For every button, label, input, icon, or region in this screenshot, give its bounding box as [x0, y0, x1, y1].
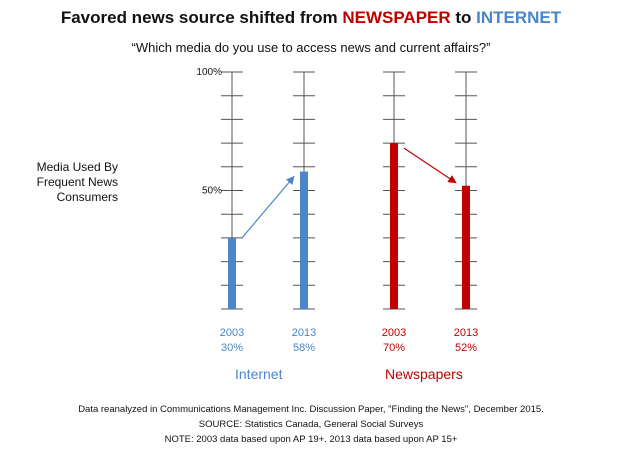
y-axis-label: Media Used By Frequent News Consumers — [36, 160, 118, 204]
bar-value-label: 58% — [293, 342, 315, 354]
bar-year-label: 2013 — [454, 327, 478, 339]
chart-title: Favored news source shifted from NEWSPAP… — [0, 8, 622, 28]
group-label-newspapers: Newspapers — [385, 366, 463, 382]
chart-subtitle: “Which media do you use to access news a… — [131, 40, 491, 55]
bar-value-label: 70% — [383, 342, 405, 354]
bar-year-label: 2013 — [292, 327, 316, 339]
y-tick-label: 50% — [202, 186, 222, 197]
bar-year-label: 2003 — [220, 327, 244, 339]
title-internet: INTERNET — [476, 8, 562, 27]
y-tick-label: 100% — [196, 67, 222, 78]
footer-source-note: Data reanalyzed in Communications Manage… — [78, 404, 544, 415]
trend-arrow — [403, 147, 457, 184]
trend-arrow — [241, 175, 295, 239]
bar — [228, 237, 236, 309]
group-label-internet: Internet — [235, 366, 283, 382]
bar-year-label: 2003 — [382, 327, 406, 339]
bar — [390, 143, 398, 309]
bar-value-label: 52% — [455, 342, 477, 354]
title-middle: to — [450, 8, 477, 27]
footer-source: SOURCE: Statistics Canada, General Socia… — [198, 419, 424, 430]
bar-value-label: 30% — [221, 342, 243, 354]
footer-note: NOTE: 2003 data based upon AP 19+. 2013 … — [164, 434, 458, 445]
title-newspaper: NEWSPAPER — [342, 8, 451, 27]
title-prefix: Favored news source shifted from — [60, 8, 343, 27]
bar — [300, 171, 308, 309]
bar — [462, 185, 470, 309]
